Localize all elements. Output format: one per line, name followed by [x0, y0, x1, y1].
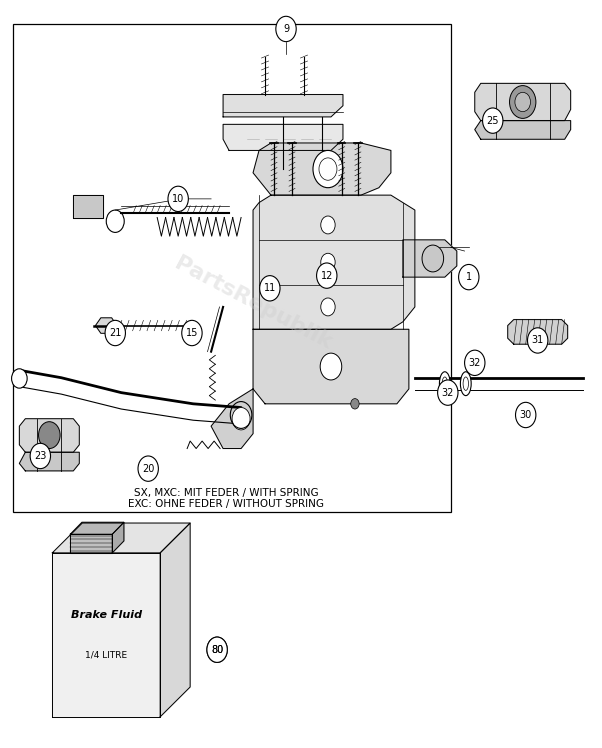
Polygon shape: [70, 522, 124, 534]
Circle shape: [515, 402, 536, 428]
Text: 32: 32: [468, 358, 481, 368]
Circle shape: [276, 16, 296, 42]
Circle shape: [207, 637, 228, 663]
Ellipse shape: [439, 372, 450, 396]
Circle shape: [459, 265, 479, 289]
Polygon shape: [96, 318, 117, 334]
Text: 20: 20: [142, 464, 154, 473]
Text: 80: 80: [211, 645, 223, 654]
Text: EXC: OHNE FEDER / WITHOUT SPRING: EXC: OHNE FEDER / WITHOUT SPRING: [128, 500, 324, 509]
Text: 10: 10: [172, 194, 184, 204]
Text: 32: 32: [442, 387, 454, 398]
Text: 25: 25: [486, 116, 499, 126]
Text: 1/4 LITRE: 1/4 LITRE: [85, 650, 127, 659]
Polygon shape: [475, 120, 571, 139]
Polygon shape: [223, 124, 343, 150]
Polygon shape: [52, 553, 160, 717]
Polygon shape: [253, 143, 391, 195]
Circle shape: [232, 408, 250, 430]
Text: Brake Fluid: Brake Fluid: [70, 610, 142, 620]
Circle shape: [138, 456, 158, 481]
Polygon shape: [70, 534, 112, 553]
Bar: [13, 24, 451, 512]
Circle shape: [182, 320, 202, 346]
Circle shape: [465, 350, 485, 375]
Text: 15: 15: [186, 328, 198, 338]
Polygon shape: [403, 240, 457, 277]
Text: 11: 11: [264, 283, 276, 293]
Text: 21: 21: [109, 328, 122, 338]
Circle shape: [422, 245, 444, 272]
Circle shape: [313, 150, 343, 188]
Circle shape: [39, 422, 60, 449]
Circle shape: [317, 263, 337, 288]
Text: 1: 1: [466, 272, 472, 282]
Text: 23: 23: [34, 451, 46, 461]
Text: 31: 31: [532, 335, 544, 346]
Circle shape: [30, 444, 51, 469]
Circle shape: [515, 92, 530, 111]
Polygon shape: [160, 523, 190, 717]
Polygon shape: [19, 453, 79, 471]
Circle shape: [105, 320, 125, 346]
Polygon shape: [211, 389, 253, 449]
Circle shape: [321, 298, 335, 316]
Polygon shape: [475, 83, 571, 120]
Text: 12: 12: [321, 271, 333, 280]
Circle shape: [483, 108, 503, 133]
Circle shape: [321, 216, 335, 234]
Circle shape: [509, 85, 536, 118]
Circle shape: [527, 328, 548, 353]
Ellipse shape: [461, 372, 471, 396]
Text: SX, MXC: MIT FEDER / WITH SPRING: SX, MXC: MIT FEDER / WITH SPRING: [134, 488, 318, 498]
Text: 9: 9: [283, 24, 289, 34]
Polygon shape: [253, 329, 409, 404]
Polygon shape: [52, 523, 190, 553]
Polygon shape: [507, 319, 568, 344]
Text: 80: 80: [211, 645, 223, 654]
Polygon shape: [253, 195, 415, 329]
Circle shape: [321, 254, 335, 272]
Polygon shape: [73, 195, 104, 218]
Circle shape: [11, 369, 27, 388]
Circle shape: [320, 353, 342, 380]
Text: 30: 30: [520, 410, 532, 420]
Circle shape: [207, 637, 228, 663]
Circle shape: [351, 399, 359, 409]
Circle shape: [259, 275, 280, 301]
Polygon shape: [112, 522, 124, 553]
Polygon shape: [223, 94, 343, 117]
Circle shape: [438, 380, 458, 405]
Text: PartsRepublik: PartsRepublik: [171, 254, 335, 353]
Polygon shape: [19, 419, 79, 453]
Circle shape: [168, 186, 188, 212]
